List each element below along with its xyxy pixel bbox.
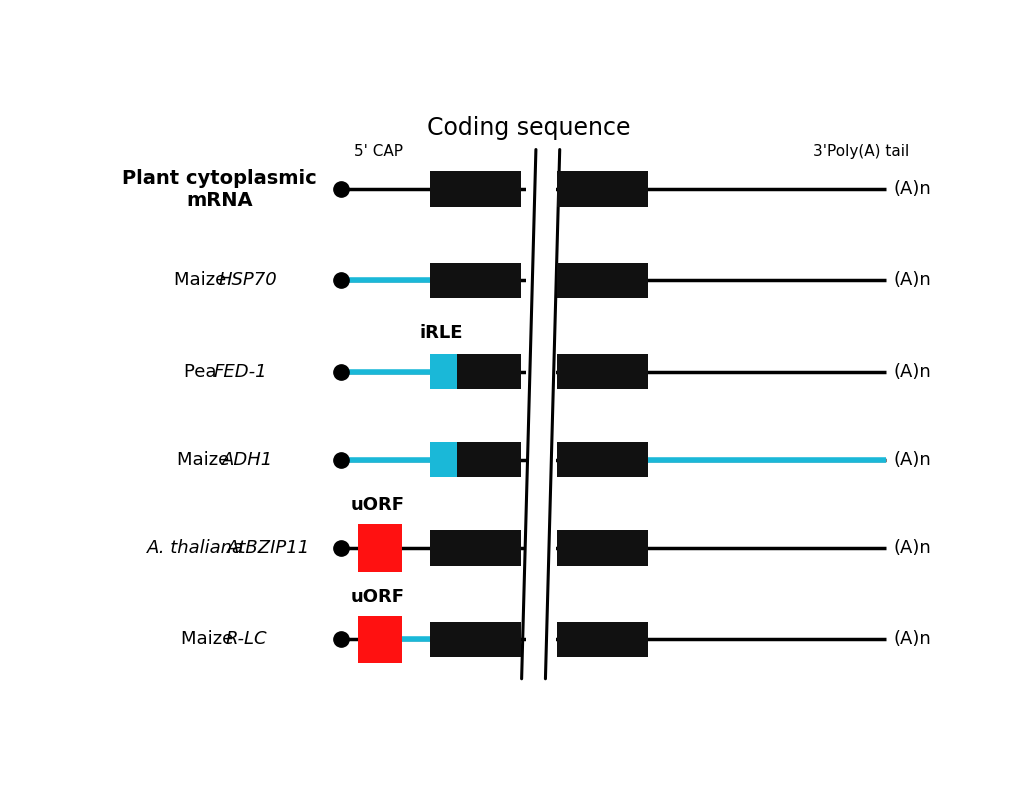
- Bar: [430, 622, 521, 656]
- Bar: [557, 171, 648, 207]
- Text: HSP70: HSP70: [219, 271, 278, 289]
- Text: R-LC: R-LC: [225, 630, 267, 649]
- Bar: [358, 525, 401, 572]
- Bar: [458, 442, 521, 477]
- Bar: [430, 263, 521, 298]
- Bar: [557, 354, 648, 389]
- Text: 5' CAP: 5' CAP: [354, 144, 403, 159]
- Bar: [430, 354, 458, 389]
- Bar: [430, 354, 458, 389]
- Text: (A)n: (A)n: [894, 630, 932, 649]
- Bar: [525, 152, 556, 226]
- Text: iRLE: iRLE: [420, 324, 463, 342]
- Text: Maize: Maize: [180, 630, 239, 649]
- Bar: [358, 525, 401, 572]
- Bar: [430, 622, 521, 656]
- Bar: [557, 263, 648, 298]
- Text: Coding sequence: Coding sequence: [427, 116, 631, 140]
- Bar: [557, 530, 648, 566]
- Bar: [430, 442, 458, 477]
- Bar: [557, 442, 648, 477]
- Text: uORF: uORF: [351, 496, 404, 514]
- Text: Pea: Pea: [183, 363, 222, 381]
- Bar: [557, 442, 648, 477]
- Bar: [557, 354, 648, 389]
- Text: (A)n: (A)n: [894, 363, 932, 381]
- Text: Maize: Maize: [177, 451, 234, 468]
- Bar: [458, 442, 521, 477]
- Bar: [557, 171, 648, 207]
- Bar: [430, 171, 521, 207]
- Bar: [557, 622, 648, 656]
- Bar: [525, 603, 556, 675]
- Bar: [458, 354, 521, 389]
- Bar: [358, 615, 401, 663]
- Bar: [458, 354, 521, 389]
- Bar: [430, 171, 521, 207]
- Bar: [525, 244, 556, 317]
- Bar: [525, 511, 556, 585]
- Text: uORF: uORF: [351, 588, 404, 606]
- Bar: [525, 335, 556, 408]
- Text: (A)n: (A)n: [894, 451, 932, 468]
- Text: Maize: Maize: [174, 271, 232, 289]
- Text: Plant cytoplasmic
mRNA: Plant cytoplasmic mRNA: [122, 168, 316, 209]
- Bar: [430, 442, 458, 477]
- Text: (A)n: (A)n: [894, 271, 932, 289]
- Bar: [525, 423, 556, 496]
- Text: (A)n: (A)n: [894, 539, 932, 557]
- Text: 3'Poly(A) tail: 3'Poly(A) tail: [813, 144, 909, 159]
- Bar: [430, 530, 521, 566]
- Text: (A)n: (A)n: [894, 180, 932, 198]
- Bar: [430, 263, 521, 298]
- Bar: [557, 530, 648, 566]
- Text: A. thaliana: A. thaliana: [147, 539, 250, 557]
- Bar: [557, 622, 648, 656]
- Text: ADH1: ADH1: [222, 451, 273, 468]
- Bar: [358, 615, 401, 663]
- Bar: [557, 263, 648, 298]
- Text: FED-1: FED-1: [213, 363, 267, 381]
- Text: AtBZIP11: AtBZIP11: [227, 539, 310, 557]
- Bar: [430, 530, 521, 566]
